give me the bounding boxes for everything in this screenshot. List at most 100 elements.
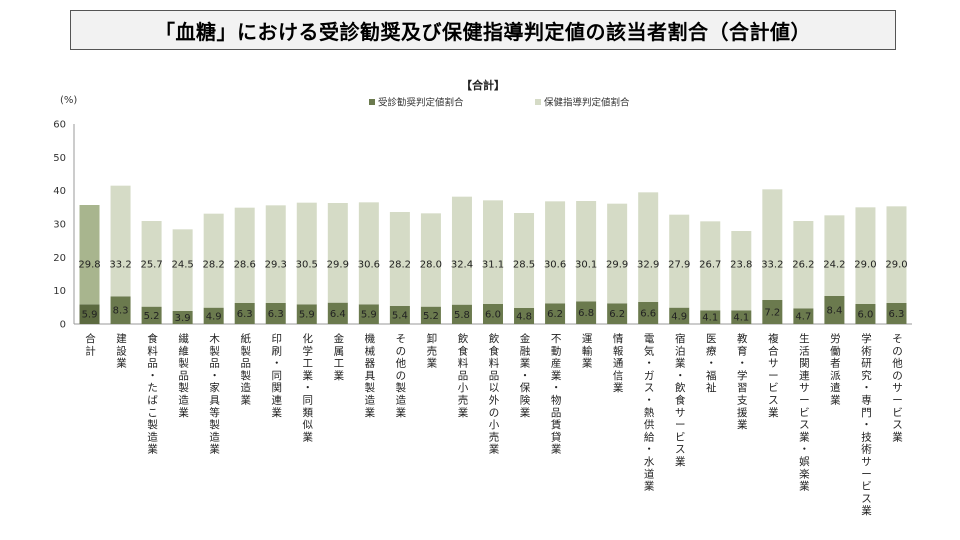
bar-segment-受診勧奨判定値割合 — [327, 302, 348, 324]
x-tick-label: 電気・ガス・熱供給・水道業 — [644, 333, 655, 493]
x-tick-label: 不動産業・物品賃貸業 — [551, 333, 562, 456]
bar-segment-受診勧奨判定値割合 — [420, 306, 441, 324]
data-label: 5.2 — [423, 311, 439, 322]
y-tick-label: 0 — [60, 320, 66, 331]
data-label: 6.3 — [889, 309, 905, 320]
bar-segment-保健指導判定値割合 — [638, 192, 659, 302]
data-label: 5.8 — [454, 310, 470, 321]
bar-segment-受診勧奨判定値割合 — [638, 302, 659, 324]
bar-segment-受診勧奨判定値割合 — [451, 304, 472, 324]
data-label: 33.2 — [109, 260, 131, 271]
bar-segment-受診勧奨判定値割合 — [79, 304, 100, 324]
data-label: 6.8 — [578, 308, 594, 319]
x-tick-label: 化学工業・同類似業 — [303, 332, 314, 443]
data-label: 29.3 — [265, 260, 287, 271]
x-axis-labels: 合計 建設業 食料品・たばこ製造業 繊維製品製造業 木製品・家具等製造業 紙製品製造業 印刷… — [85, 332, 903, 517]
data-label: 28.2 — [203, 260, 225, 271]
bar-segment-保健指導判定値割合 — [793, 221, 814, 309]
data-label: 6.2 — [609, 309, 625, 320]
x-tick-label: 金融業・保険業 — [520, 332, 531, 419]
x-tick-label: 複合サービス業 — [768, 332, 779, 419]
data-label: 29.0 — [854, 260, 876, 271]
bar-segment-保健指導判定値割合 — [669, 214, 690, 308]
bar-segment-受診勧奨判定値割合 — [483, 304, 503, 324]
data-label: 3.9 — [175, 313, 191, 324]
data-label: 32.4 — [451, 260, 473, 271]
data-label: 5.9 — [82, 310, 98, 321]
x-tick-label: 学術研究・専門・技術サービス業 — [861, 332, 872, 517]
data-label: 4.9 — [671, 311, 687, 322]
data-label: 29.9 — [606, 260, 628, 271]
x-tick-label: 建設業 — [116, 332, 127, 370]
data-label: 29.8 — [78, 260, 100, 271]
bar-segment-受診勧奨判定値割合 — [110, 296, 131, 324]
x-tick-label: 飲食料品小売業 — [458, 332, 469, 419]
legend-swatch — [535, 99, 541, 105]
x-tick-label: 木製品・家具等製造業 — [209, 333, 220, 456]
y-tick-label: 30 — [53, 220, 66, 231]
chart-title: 「血糖」における受診勧奨及び保健指導判定値の該当者割合（合計値） — [155, 19, 811, 44]
legend-label: 受診勧奨判定値割合 — [378, 97, 464, 109]
bar-segment-保健指導判定値割合 — [141, 221, 162, 307]
x-tick-label: 機械器具製造業 — [365, 332, 376, 419]
bar-segment-受診勧奨判定値割合 — [172, 311, 193, 324]
data-label: 28.5 — [513, 260, 535, 271]
data-label: 4.8 — [516, 312, 532, 323]
x-tick-label: 食料品・たばこ製造業 — [147, 332, 158, 456]
bar-segment-受診勧奨判定値割合 — [793, 308, 814, 324]
bar-segment-受診勧奨判定値割合 — [607, 303, 628, 324]
x-tick-label: 医療・福祉 — [706, 333, 717, 394]
x-tick-label: 紙製品製造業 — [240, 332, 251, 407]
data-label: 4.9 — [206, 311, 222, 322]
data-label: 5.9 — [361, 310, 377, 321]
bar-segment-保健指導判定値割合 — [483, 200, 503, 304]
data-label: 8.3 — [113, 306, 129, 317]
y-tick-label: 40 — [53, 186, 66, 197]
bar-segment-受診勧奨判定値割合 — [265, 303, 286, 324]
y-tick-label: 60 — [53, 120, 66, 131]
bar-segment-受診勧奨判定値割合 — [203, 307, 224, 324]
bar-segment-受診勧奨判定値割合 — [700, 310, 721, 324]
data-label: 6.3 — [268, 309, 284, 320]
data-label: 4.1 — [702, 313, 718, 324]
data-label: 24.2 — [823, 260, 845, 271]
bar-segment-保健指導判定値割合 — [700, 221, 721, 311]
data-label: 29.9 — [327, 260, 349, 271]
data-label: 25.7 — [140, 260, 162, 271]
data-label: 28.6 — [234, 260, 256, 271]
bar-segment-受診勧奨判定値割合 — [886, 303, 907, 324]
bar-segment-保健指導判定値割合 — [886, 206, 907, 303]
bar-segment-保健指導判定値割合 — [545, 201, 566, 304]
data-label: 30.6 — [358, 260, 380, 271]
data-label: 31.1 — [482, 260, 504, 271]
data-label: 6.2 — [547, 309, 563, 320]
data-label: 27.9 — [668, 260, 690, 271]
data-label: 6.0 — [857, 310, 873, 321]
y-tick-label: 10 — [53, 286, 66, 297]
data-label: 33.2 — [761, 260, 783, 271]
x-tick-label: 繊維製品製造業 — [178, 332, 189, 419]
bar-segment-保健指導判定値割合 — [855, 207, 876, 304]
data-label: 7.2 — [764, 308, 780, 319]
bar-segment-受診勧奨判定値割合 — [358, 304, 379, 324]
x-tick-label: 金属工業 — [334, 332, 345, 382]
x-tick-label: 飲食料品以外の小売業 — [489, 332, 500, 456]
x-tick-label: その他のサービス業 — [892, 333, 903, 443]
data-label: 23.8 — [730, 260, 752, 271]
bar-segment-受診勧奨判定値割合 — [669, 307, 690, 324]
bar-segment-保健指導判定値割合 — [79, 205, 100, 305]
bar-segment-保健指導判定値割合 — [172, 229, 193, 311]
data-label: 8.4 — [826, 306, 842, 317]
data-label: 6.4 — [330, 309, 346, 320]
y-tick-label: 50 — [53, 153, 66, 164]
x-tick-label: 卸売業 — [427, 332, 438, 370]
bar-segment-受診勧奨判定値割合 — [576, 301, 597, 324]
bar-segment-保健指導判定値割合 — [234, 207, 255, 303]
data-label: 24.5 — [171, 260, 193, 271]
bars: 5.9 29.8 8.3 33.2 5.2 25.7 3.9 24.5 4.9 28.2 6.3 28… — [78, 185, 908, 324]
legend-label: 保健指導判定値割合 — [544, 97, 630, 109]
data-label: 30.5 — [296, 260, 318, 271]
bar-segment-保健指導判定値割合 — [327, 203, 348, 303]
data-label: 30.1 — [575, 260, 597, 271]
data-label: 5.9 — [299, 310, 315, 321]
